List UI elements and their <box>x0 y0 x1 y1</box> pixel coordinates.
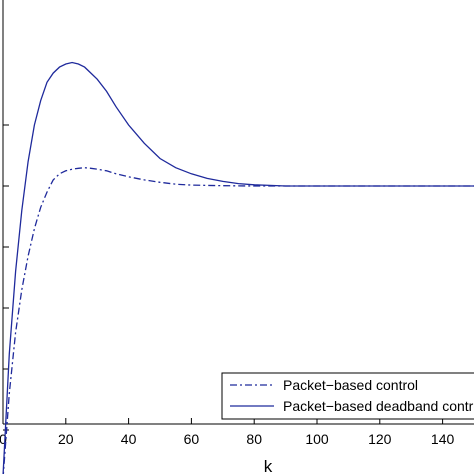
x-tick-label: 20 <box>58 431 74 447</box>
legend-entry-label: Packet−based control <box>283 377 418 393</box>
x-axis-label: k <box>264 457 273 474</box>
x-tick-label: 0 <box>0 431 7 447</box>
x-axis-ticks: 0 20 40 60 80 100 120 140 <box>0 418 454 447</box>
legend-entry-label: Packet−based deadband control <box>283 398 474 414</box>
x-tick-label: 120 <box>368 431 392 447</box>
x-tick-label: 60 <box>184 431 200 447</box>
legend-box <box>221 372 474 420</box>
series-packet-based-control <box>2 167 474 474</box>
legend: Packet−based control Packet−based deadban… <box>221 372 474 420</box>
x-tick-label: 80 <box>246 431 262 447</box>
series-lines <box>2 61 474 474</box>
series-packet-based-deadband-control <box>2 61 474 474</box>
x-tick-label: 40 <box>121 431 137 447</box>
x-tick-label: 100 <box>305 431 329 447</box>
x-tick-label: 140 <box>431 431 455 447</box>
plot-frame <box>2 0 474 425</box>
